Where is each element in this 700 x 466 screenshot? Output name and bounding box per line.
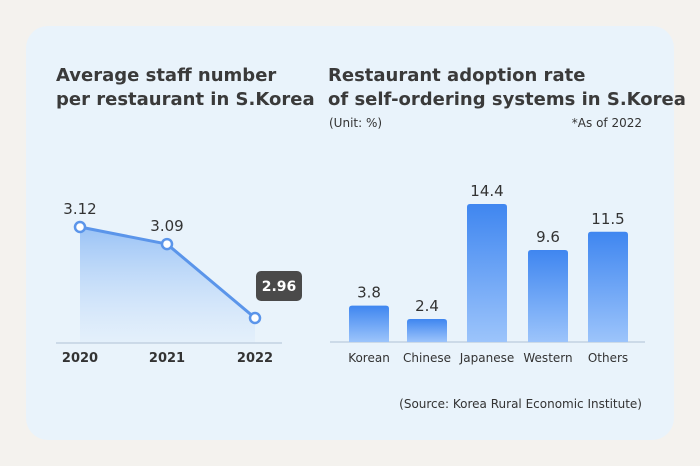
staff-point-2021 — [160, 237, 174, 251]
left-chart-title: Average staff number per restaurant in S… — [56, 64, 315, 112]
bar-others — [588, 231, 628, 342]
bar-category-label-chinese: Chinese — [403, 351, 451, 365]
left-title-line2: per restaurant in S.Korea — [56, 89, 315, 110]
as-of-note: *As of 2022 — [571, 116, 642, 130]
bar-western — [528, 250, 568, 342]
right-title-line2: of self-ordering systems in S.Korea — [328, 89, 686, 110]
staff-x-tick-2020: 2020 — [62, 351, 98, 366]
staff-area-fill — [80, 227, 255, 343]
bar-category-label-western: Western — [523, 351, 572, 365]
right-chart-title: Restaurant adoption rate of self-orderin… — [328, 64, 686, 112]
bar-value-label-western: 9.6 — [536, 228, 560, 246]
staff-value-label-2020: 3.12 — [63, 200, 96, 218]
staff-value-label-2021: 3.09 — [150, 217, 183, 235]
bar-korean — [349, 305, 389, 342]
bar-category-label-korean: Korean — [348, 351, 390, 365]
staff-point-2020 — [73, 220, 87, 234]
bar-chinese — [407, 319, 447, 342]
bar-value-label-korean: 3.8 — [357, 284, 381, 302]
bar-category-label-others: Others — [588, 351, 628, 365]
staff-highlight-badge — [256, 271, 302, 301]
infographic-card — [26, 26, 674, 440]
staff-x-tick-2021: 2021 — [149, 351, 185, 366]
source-note: (Source: Korea Rural Economic Institute) — [399, 397, 642, 411]
bar-category-label-japanese: Japanese — [459, 351, 515, 365]
bar-value-label-chinese: 2.4 — [415, 297, 439, 315]
left-title-line1: Average staff number — [56, 65, 277, 86]
staff-value-label-2022: 2.96 — [262, 279, 297, 295]
bar-value-label-others: 11.5 — [591, 210, 624, 228]
bar-japanese — [467, 204, 507, 342]
unit-label: (Unit: %) — [329, 116, 383, 130]
right-title-line1: Restaurant adoption rate — [328, 65, 586, 86]
staff-x-tick-2022: 2022 — [237, 351, 273, 366]
bar-value-label-japanese: 14.4 — [470, 182, 503, 200]
staff-point-2022 — [248, 311, 262, 325]
